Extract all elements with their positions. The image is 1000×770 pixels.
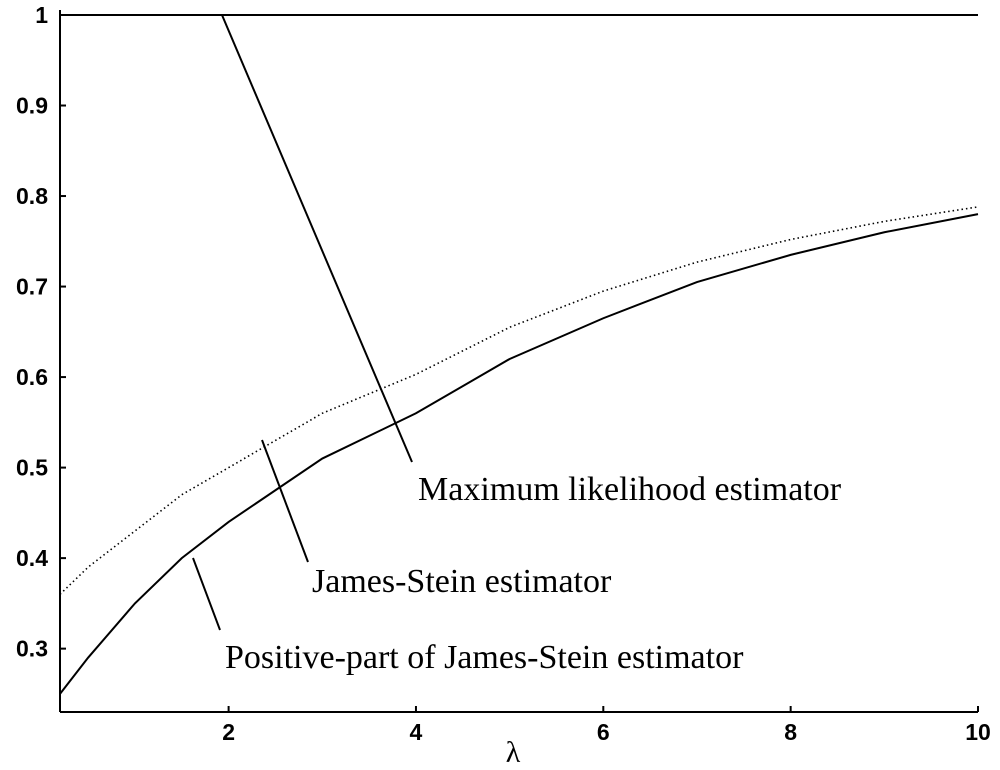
y-tick-label: 0.5 <box>16 455 48 481</box>
annotation: James-Stein estimator <box>312 563 612 600</box>
y-tick-label: 0.8 <box>16 183 48 209</box>
line-series <box>59 206 979 595</box>
leader-line <box>261 439 309 563</box>
y-tick-label: 0.4 <box>16 545 48 571</box>
y-tick-label: 0.3 <box>16 636 48 662</box>
annotation: Positive-part of James-Stein estimator <box>225 639 744 676</box>
x-tick-label: 10 <box>965 719 991 745</box>
y-tick-label: 0.9 <box>16 93 48 119</box>
line-series <box>59 213 979 695</box>
y-tick-label: 0.6 <box>16 364 48 390</box>
x-tick-label: 2 <box>222 719 235 745</box>
x-tick-label: 6 <box>597 719 610 745</box>
leader-line <box>192 557 221 631</box>
x-tick-label: 4 <box>410 719 423 745</box>
annotation: Maximum likelihood estimator <box>418 471 842 508</box>
y-tick-label: 1 <box>35 2 48 28</box>
leader-line <box>221 14 413 463</box>
y-tick-label: 0.7 <box>16 274 48 300</box>
x-tick-label: 8 <box>784 719 797 745</box>
x-axis-label: λ <box>506 736 521 769</box>
